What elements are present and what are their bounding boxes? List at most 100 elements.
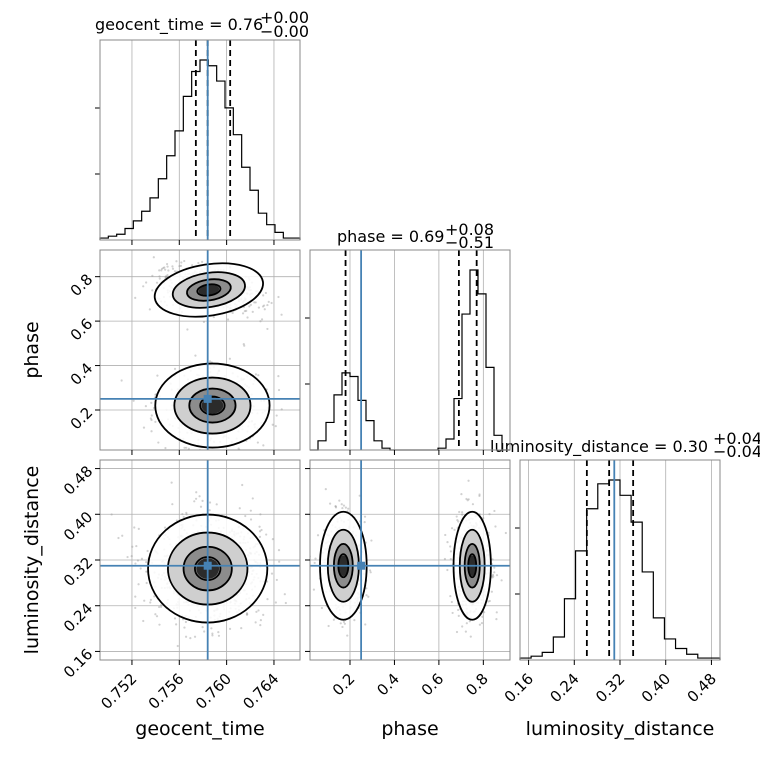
sample-point [259, 623, 262, 627]
sample-point [257, 609, 260, 612]
title-phase: phase = 0.69 [337, 227, 444, 246]
sample-point [139, 567, 142, 570]
sample-point [154, 613, 157, 616]
sample-point [364, 623, 367, 626]
sample-point [148, 308, 151, 311]
sample-point [166, 265, 169, 268]
sample-point [278, 560, 281, 563]
sample-point [370, 539, 373, 542]
sample-point [117, 536, 120, 540]
scatter-points [310, 460, 510, 660]
sample-point [260, 318, 264, 321]
sample-point [158, 623, 161, 626]
sample-point [193, 500, 196, 503]
sample-point [191, 264, 194, 267]
sample-point [284, 601, 287, 605]
sample-point [254, 373, 258, 376]
sample-point [175, 260, 178, 263]
sample-point [467, 498, 470, 501]
sample-point [465, 622, 468, 625]
sample-point [320, 606, 323, 610]
sample-point [449, 550, 453, 553]
sample-point [158, 605, 161, 609]
sample-point [342, 504, 346, 507]
title-geocent-time-lower: −0.00 [260, 22, 309, 41]
sample-point [443, 557, 447, 561]
sample-point [277, 375, 280, 378]
sample-point [178, 264, 181, 268]
sample-point [368, 569, 372, 572]
sample-point [208, 509, 211, 512]
sample-point [283, 593, 286, 596]
sample-point [280, 313, 283, 316]
sample-point [487, 600, 490, 603]
panel-frame [99, 39, 301, 241]
sample-point [495, 618, 498, 621]
sample-point [134, 296, 137, 299]
sample-point [341, 625, 344, 629]
sample-point [171, 267, 175, 270]
sample-point [165, 262, 169, 266]
sample-point [266, 598, 269, 601]
sample-point [134, 562, 137, 565]
sample-point [490, 590, 493, 593]
sample-point [121, 534, 124, 537]
sample-point [164, 446, 167, 450]
sample-point [155, 615, 159, 618]
sample-point [449, 595, 452, 598]
sample-point [162, 266, 165, 270]
sample-point [159, 605, 163, 608]
sample-point [450, 600, 453, 604]
sample-point [262, 613, 265, 617]
sample-point [156, 374, 159, 377]
sample-point [469, 635, 472, 638]
sample-point [137, 527, 140, 530]
sample-point [316, 534, 320, 537]
sample-point [217, 631, 220, 634]
sample-point [176, 644, 179, 648]
sample-point [265, 533, 268, 536]
sample-point [164, 275, 167, 278]
sample-point [453, 528, 456, 531]
sample-point [211, 632, 214, 635]
sample-point [130, 554, 133, 558]
contour-line [188, 387, 237, 424]
sample-point [444, 533, 447, 537]
sample-point [241, 312, 245, 315]
sample-point [199, 505, 203, 508]
sample-point [160, 603, 163, 607]
sample-point [478, 494, 481, 497]
sample-point [365, 594, 368, 597]
sample-point [201, 626, 204, 629]
sample-point [173, 270, 177, 273]
sample-point [180, 261, 183, 264]
sample-point [338, 499, 341, 502]
sample-point [449, 545, 452, 548]
sample-point [488, 513, 491, 516]
sample-point [110, 513, 113, 516]
sample-point [262, 444, 265, 447]
sample-point [164, 268, 167, 271]
sample-point [173, 617, 177, 620]
sample-point [245, 612, 249, 615]
truth-marker [357, 561, 366, 570]
sample-point [152, 256, 155, 259]
title-phase-lower: −0.51 [445, 233, 494, 252]
sample-point [242, 343, 245, 346]
sample-point [258, 535, 262, 538]
panel-hist-phase [305, 249, 511, 455]
sample-point [480, 621, 484, 625]
sample-point [483, 611, 486, 614]
sample-point [343, 622, 346, 625]
sample-point [251, 310, 254, 313]
sample-point [145, 281, 148, 284]
sample-point [142, 619, 145, 623]
sample-point [140, 557, 144, 560]
sample-point [456, 519, 459, 522]
sample-point [237, 447, 240, 450]
sample-point [332, 618, 335, 621]
sample-point [217, 634, 221, 637]
sample-point [334, 506, 338, 509]
sample-point [312, 588, 316, 591]
sample-point [455, 630, 459, 634]
